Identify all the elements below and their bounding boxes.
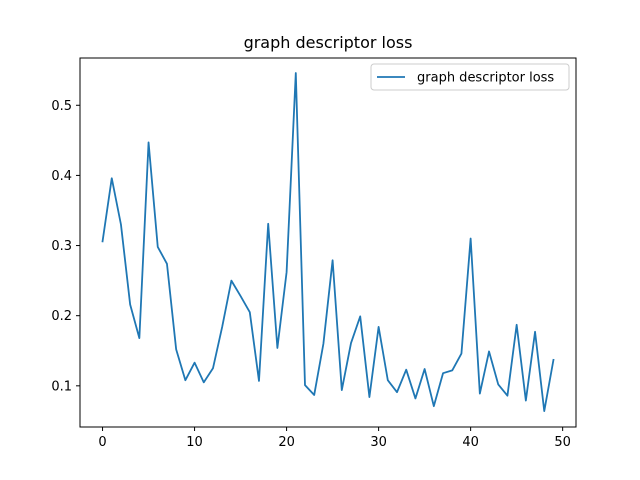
y-tick-label: 0.3 xyxy=(51,239,72,254)
legend-box xyxy=(370,63,570,91)
x-axis-ticks: 0 10 20 30 40 50 xyxy=(98,427,571,450)
y-tick-label: 0.2 xyxy=(51,309,72,324)
x-tick-label: 0 xyxy=(98,435,106,450)
y-tick-label: 0.5 xyxy=(51,99,72,114)
plot-area-frame xyxy=(79,57,577,428)
y-tick-label: 0.1 xyxy=(51,379,72,394)
series-line-graph-descriptor-loss xyxy=(101,72,555,412)
y-axis-ticks: 0.1 0.2 0.3 0.4 0.5 xyxy=(51,99,80,394)
x-tick-label: 40 xyxy=(462,435,479,450)
x-tick-label: 30 xyxy=(370,435,387,450)
chart-title: graph descriptor loss xyxy=(244,33,413,52)
legend: graph descriptor loss xyxy=(370,63,570,91)
y-tick-label: 0.4 xyxy=(51,169,72,184)
legend-label: graph descriptor loss xyxy=(417,71,554,86)
x-tick-label: 10 xyxy=(186,435,203,450)
x-tick-label: 20 xyxy=(278,435,295,450)
x-tick-label: 50 xyxy=(554,435,571,450)
